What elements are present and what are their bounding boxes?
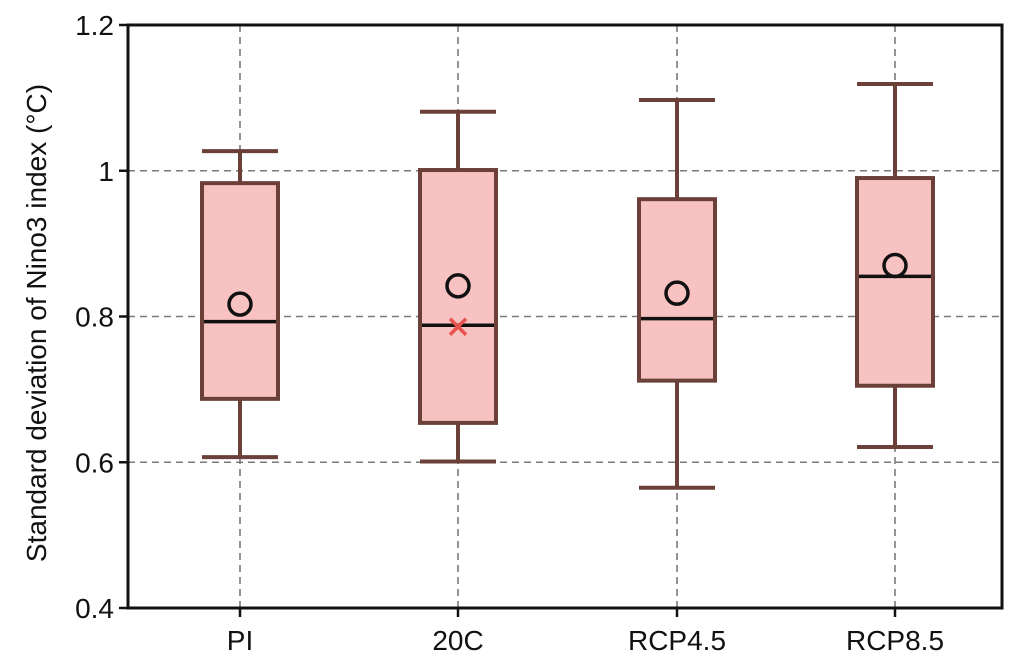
iqr-box <box>637 197 717 383</box>
box-plots <box>200 82 935 490</box>
box-rcp8-5 <box>855 82 935 449</box>
tick-labels: 0.4 0.6 0.8 1 1.2 PI 20C RCP4.5 RCP8.5 <box>75 10 944 656</box>
axis-ticks <box>119 23 897 617</box>
y-tick-label: 0.4 <box>75 593 114 624</box>
iqr-box <box>855 176 935 388</box>
mean-marker <box>664 280 690 306</box>
x-marker <box>448 317 468 336</box>
extra-markers <box>448 317 468 336</box>
x-tick-label: PI <box>227 625 253 656</box>
mean-marker <box>882 252 908 279</box>
iqr-box <box>200 181 280 401</box>
box-pi <box>200 149 280 460</box>
y-tick-label: 1 <box>98 156 114 187</box>
x-tick-label: RCP4.5 <box>628 625 726 656</box>
y-tick-label: 0.6 <box>75 447 114 478</box>
x-tick-label: 20C <box>432 625 483 656</box>
x-marker-stroke <box>448 317 468 336</box>
x-tick-label: RCP8.5 <box>846 625 944 656</box>
box-rcp4-5 <box>637 98 717 490</box>
y-tick-label: 0.8 <box>75 302 114 333</box>
y-tick-label: 1.2 <box>75 10 114 41</box>
y-axis-title: Standard deviation of Nino3 index (°C) <box>21 84 52 562</box>
box-20c <box>418 109 498 464</box>
mean-marker <box>227 291 253 317</box>
mean-marker <box>445 273 471 299</box>
